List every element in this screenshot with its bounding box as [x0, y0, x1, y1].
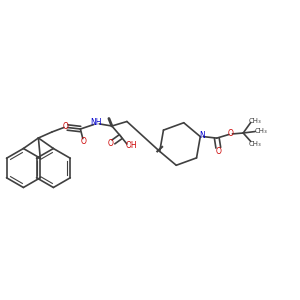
- Text: CH₃: CH₃: [249, 118, 262, 124]
- Text: O: O: [62, 122, 68, 131]
- Text: O: O: [80, 137, 86, 146]
- Text: O: O: [108, 139, 114, 148]
- Text: CH₃: CH₃: [249, 140, 262, 146]
- Text: O: O: [215, 147, 221, 156]
- Text: N: N: [199, 130, 205, 140]
- Text: NH: NH: [91, 118, 102, 127]
- Text: CH₃: CH₃: [254, 128, 267, 134]
- Text: O: O: [228, 129, 233, 138]
- Text: OH: OH: [125, 141, 137, 150]
